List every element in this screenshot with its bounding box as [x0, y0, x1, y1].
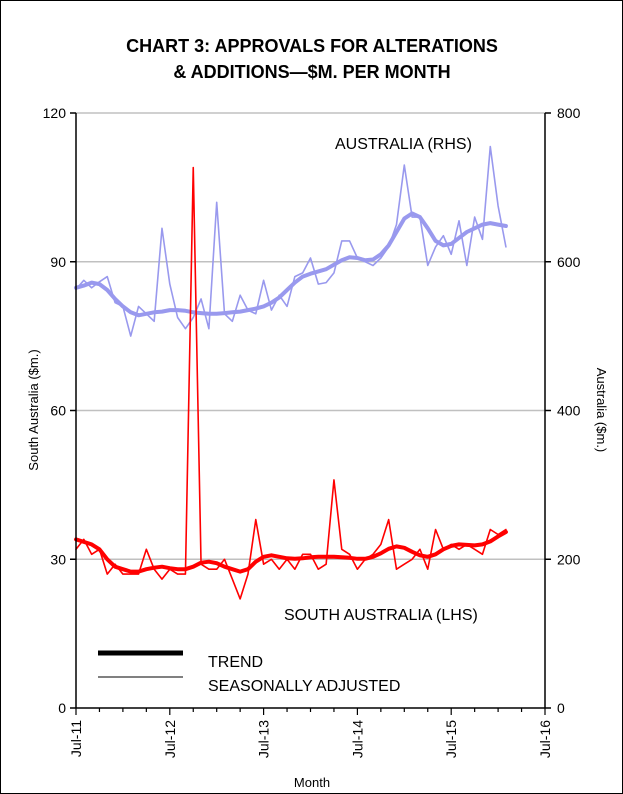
chart-title-line1: CHART 3: APPROVALS FOR ALTERATIONS: [126, 36, 498, 56]
y-left-tick-label: 90: [50, 254, 66, 270]
y-right-tick-label: 0: [557, 700, 565, 716]
legend-seasonally-adjusted-label: SEASONALLY ADJUSTED: [208, 678, 400, 695]
annotation-australia: AUSTRALIA (RHS): [335, 136, 472, 153]
series-australia-trend: [74, 211, 508, 318]
x-tick-label: Jul-15: [443, 720, 459, 758]
series-australia-seasonally-adjusted: [75, 145, 507, 337]
x-tick-label: Jul-13: [256, 720, 272, 758]
gridlines: [76, 112, 545, 560]
series-south-australia-seasonally-adjusted: [75, 166, 507, 600]
chart-title-line2: & ADDITIONS—$M. PER MONTH: [173, 62, 450, 82]
series-lines: [74, 145, 508, 600]
x-tick-label: Jul-11: [68, 720, 84, 757]
y-right-tick-label: 200: [557, 551, 581, 567]
legend-trend-label: TREND: [208, 654, 263, 671]
y-left-tick-label: 120: [43, 105, 67, 121]
annotation-south-australia: SOUTH AUSTRALIA (LHS): [284, 607, 478, 624]
y-right-tick-label: 800: [557, 105, 581, 121]
y-left-tick-label: 60: [50, 403, 66, 419]
x-tick-label: Jul-14: [349, 720, 365, 758]
y-right-tick-label: 400: [557, 403, 581, 419]
x-axis-label: Month: [294, 775, 330, 790]
y-left-tick-label: 0: [58, 700, 66, 716]
series-south-australia-trend: [74, 530, 508, 574]
y-left-tick-label: 30: [50, 551, 66, 567]
axes: 0 30 60 90 120 0 200 400 600 800 Jul-11 Jul-12 Jul-1…: [43, 105, 581, 758]
y-axis-right-label: Australia ($m.): [594, 368, 609, 453]
x-tick-label: Jul-16: [537, 720, 553, 758]
y-right-tick-label: 600: [557, 254, 581, 270]
y-axis-left-label: South Australia ($m.): [26, 349, 41, 470]
x-tick-label: Jul-12: [162, 720, 178, 758]
legend: TREND SEASONALLY ADJUSTED: [98, 650, 400, 695]
